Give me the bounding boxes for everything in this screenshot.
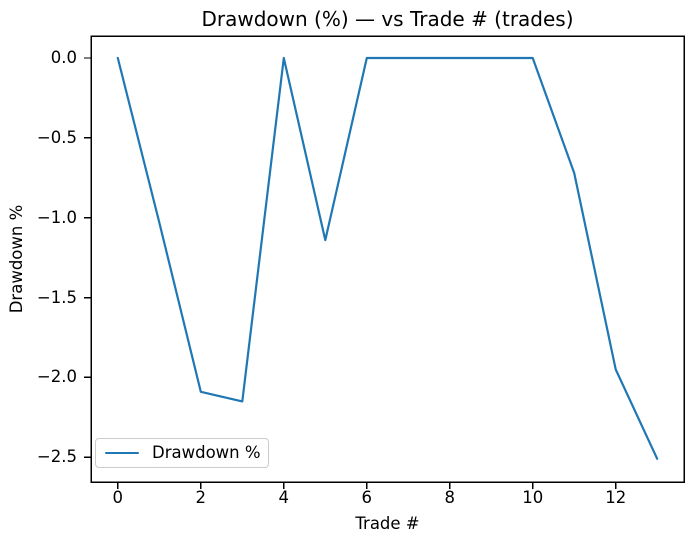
y-axis-label: Drawdown %: [7, 204, 26, 314]
y-tick-label: −2.5: [36, 447, 77, 467]
series-line: [116, 56, 659, 460]
y-tick-label: −1.5: [36, 287, 77, 307]
y-tick-label: 0.0: [50, 48, 77, 68]
y-tick-label: −0.5: [36, 127, 77, 147]
plot-border: [90, 35, 685, 483]
y-tick-label: −1.0: [36, 207, 77, 227]
x-tick-label: 6: [361, 488, 373, 507]
y-tick-label: −2.0: [36, 367, 77, 387]
legend-line-swatch: [105, 451, 139, 455]
x-tick-label: 0: [112, 488, 124, 507]
chart-title: Drawdown (%) — vs Trade # (trades): [201, 7, 574, 31]
x-tick-label: 10: [522, 488, 544, 507]
x-tick-label: 4: [278, 488, 290, 507]
x-tick-label: 12: [605, 488, 627, 507]
legend: Drawdown %: [95, 438, 269, 468]
x-tick-label: 8: [444, 488, 455, 507]
legend-label: Drawdown %: [152, 443, 261, 462]
x-axis-label: Trade #: [355, 514, 420, 533]
x-tick-label: 2: [195, 488, 207, 507]
